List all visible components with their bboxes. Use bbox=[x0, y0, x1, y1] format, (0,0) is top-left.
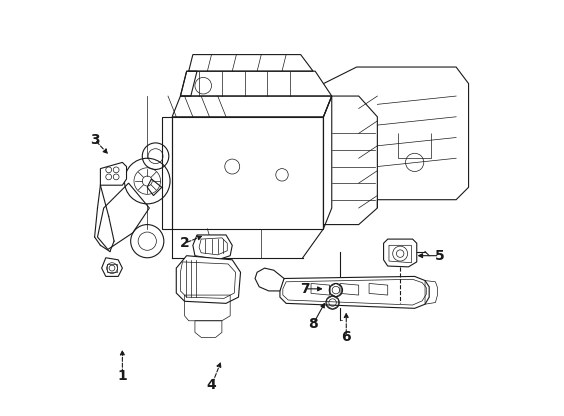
Text: 2: 2 bbox=[180, 236, 190, 250]
Text: 3: 3 bbox=[90, 133, 99, 146]
Polygon shape bbox=[280, 276, 429, 308]
Polygon shape bbox=[384, 239, 417, 267]
Text: 1: 1 bbox=[117, 369, 127, 383]
Polygon shape bbox=[255, 268, 284, 291]
Text: 6: 6 bbox=[341, 329, 351, 344]
Text: 5: 5 bbox=[435, 249, 444, 262]
Text: 7: 7 bbox=[300, 282, 310, 296]
Polygon shape bbox=[177, 256, 240, 303]
Text: 4: 4 bbox=[206, 379, 217, 392]
Text: 8: 8 bbox=[308, 317, 318, 331]
Polygon shape bbox=[102, 258, 122, 276]
Polygon shape bbox=[100, 162, 126, 185]
Polygon shape bbox=[193, 235, 232, 260]
